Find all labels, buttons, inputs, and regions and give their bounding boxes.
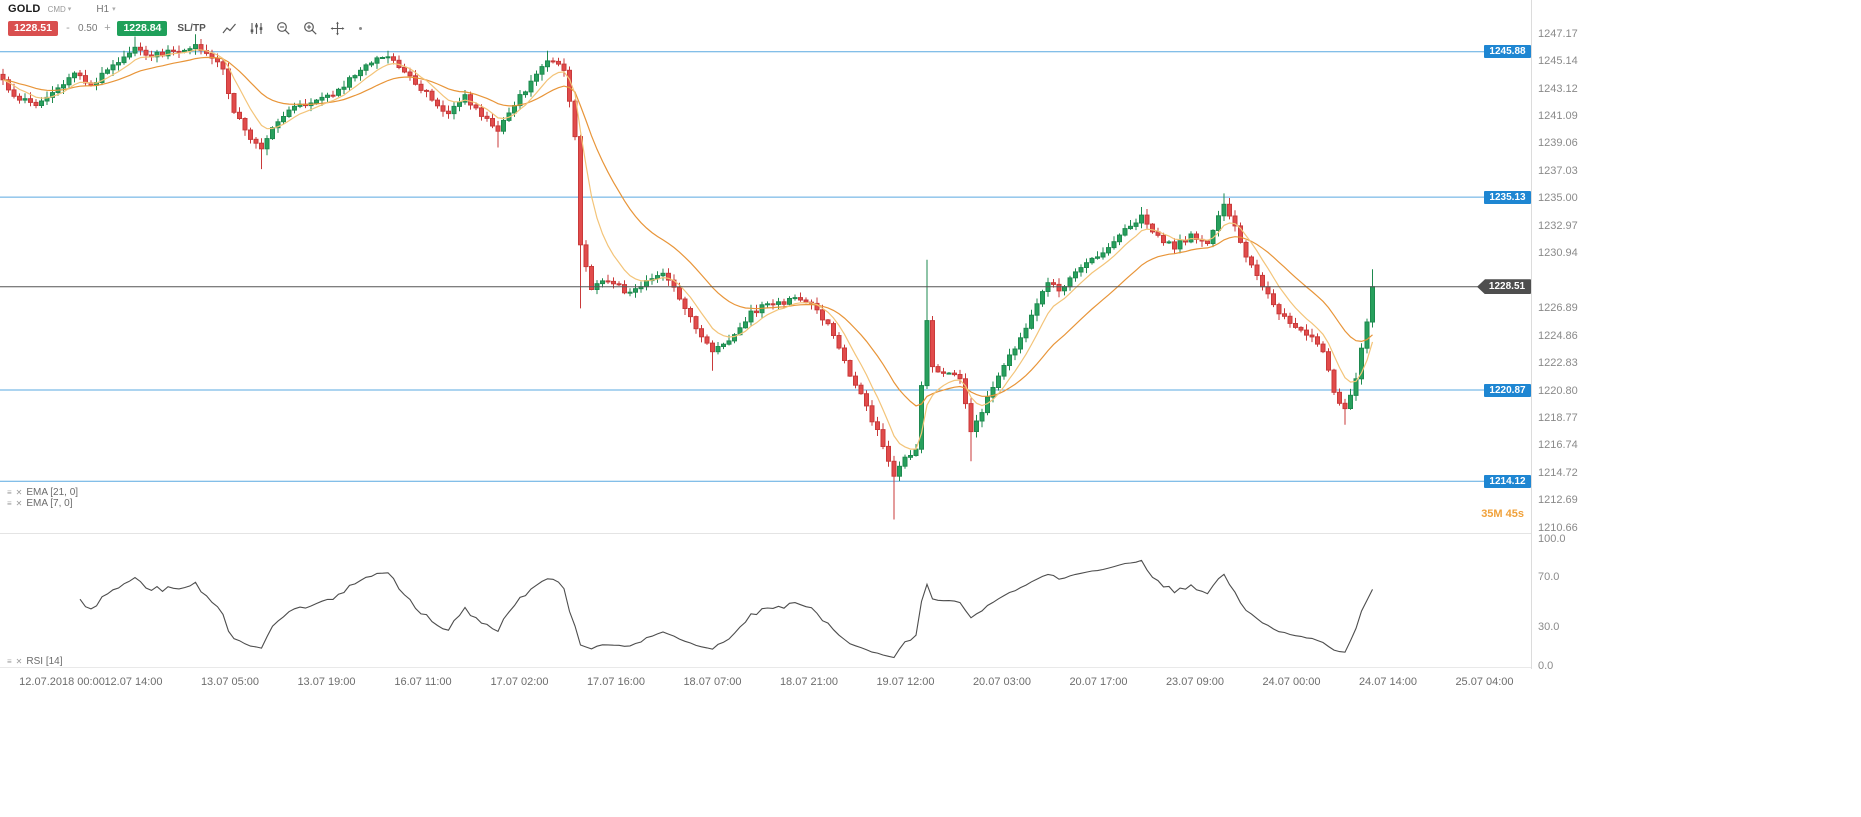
price-axis-label: 1218.77: [1538, 411, 1578, 424]
time-axis-label: 23.07 09:00: [1165, 676, 1225, 688]
time-axis-label: 20.07 03:00: [972, 676, 1032, 688]
time-axis-label: 18.07 21:00: [779, 676, 839, 688]
price-axis-label: 1237.03: [1538, 164, 1578, 177]
ema7-legend: ≡ ✕ EMA [7, 0]: [5, 498, 75, 509]
symbol-row: GOLD CMD ▾ H1 ▾: [8, 2, 362, 16]
zoom-out-icon[interactable]: [276, 21, 291, 36]
time-axis-label: 18.07 07:00: [683, 676, 742, 688]
trade-row: 1228.51 - 0.50 + 1228.84 SL/TP: [8, 20, 362, 36]
price-level-tag[interactable]: 1245.88: [1484, 45, 1531, 59]
time-axis-label: 13.07 19:00: [297, 676, 356, 688]
time-axis-label: 17.07 02:00: [490, 676, 549, 688]
volume-decrease-button[interactable]: -: [66, 22, 70, 34]
rsi-legend: ≡ ✕ RSI [14]: [5, 656, 65, 667]
trend-line-icon[interactable]: [222, 21, 237, 36]
volume-increase-button[interactable]: +: [104, 22, 111, 34]
current-price-tag[interactable]: 1228.51: [1477, 279, 1531, 295]
candle-bodies-up: [22, 44, 1375, 477]
price-axis-label: 1210.66: [1538, 521, 1578, 534]
toolbar-more-dot[interactable]: [358, 26, 362, 30]
instrument-type-label: CMD: [47, 4, 66, 14]
price-axis-label: 1212.69: [1538, 494, 1578, 507]
main-chart[interactable]: [0, 0, 1531, 533]
price-axis-label: 1243.12: [1538, 82, 1578, 95]
time-axis-label: 17.07 16:00: [586, 676, 646, 688]
price-level-tag[interactable]: 1235.13: [1484, 190, 1531, 204]
candle-bodies-down: [0, 44, 1348, 477]
price-axis-label: 1241.09: [1538, 110, 1578, 122]
ema21-legend: ≡ ✕ EMA [21, 0]: [5, 487, 81, 498]
time-axis-label: 12.07.2018 00:00: [19, 676, 105, 688]
instrument-type-dropdown[interactable]: CMD ▾: [48, 5, 72, 14]
price-axis[interactable]: 1247.17 1245.14 1243.12 1241.09 1239.06 1237.…: [1531, 0, 1651, 672]
time-axis-label: 16.07 11:00: [394, 676, 452, 688]
timeframe-dropdown[interactable]: H1 ▾: [96, 4, 115, 15]
candle-wicks-up: [24, 34, 1373, 481]
indicators-icon[interactable]: [249, 21, 264, 36]
price-axis-label: 1224.86: [1538, 329, 1578, 342]
rsi-axis-label: 30.0: [1538, 621, 1560, 634]
rsi-axis-label: 70.0: [1538, 570, 1560, 583]
time-axis-label: 24.07 00:00: [1262, 676, 1321, 688]
indicator-menu-icon[interactable]: ≡: [7, 498, 12, 508]
rsi-panel[interactable]: [0, 533, 1531, 668]
time-axis[interactable]: 12.07.2018 00:00 12.07 14:00 13.07 05:00 13…: [0, 669, 1651, 695]
price-axis-label: 1239.06: [1538, 137, 1578, 150]
indicator-remove-icon[interactable]: ✕: [15, 498, 23, 508]
price-axis-label: 1230.94: [1538, 247, 1578, 260]
price-axis-label: 1214.72: [1538, 466, 1578, 479]
time-axis-label: 12.07 14:00: [104, 676, 163, 688]
chevron-down-icon: ▾: [67, 5, 72, 13]
move-chart-icon[interactable]: [330, 21, 345, 36]
symbol-label: GOLD: [8, 3, 41, 15]
time-axis-label: 20.07 17:00: [1069, 676, 1128, 688]
time-axis-label: 24.07 14:00: [1358, 676, 1418, 688]
zoom-in-icon[interactable]: [303, 21, 318, 36]
rsi-legend-label: RSI [14]: [26, 656, 63, 667]
price-axis-label: 1232.97: [1538, 219, 1578, 232]
ema7-legend-label: EMA [7, 0]: [26, 498, 73, 509]
indicator-remove-icon[interactable]: ✕: [15, 656, 23, 666]
rsi-axis-label: 100.0: [1538, 532, 1566, 545]
timeframe-label: H1: [96, 3, 110, 15]
time-axis-label: 25.07 04:00: [1455, 676, 1514, 688]
chevron-down-icon: ▾: [112, 5, 116, 13]
time-axis-label: 19.07 12:00: [876, 676, 935, 688]
price-axis-label: 1216.74: [1538, 439, 1578, 452]
ema-7-line[interactable]: [2, 49, 1374, 450]
price-axis-label: 1235.00: [1538, 192, 1578, 205]
price-axis-label: 1226.89: [1538, 302, 1578, 315]
price-axis-label: 1222.83: [1538, 357, 1578, 369]
chart-toolbar: GOLD CMD ▾ H1 ▾ 1228.51 - 0.50 + 1228.84…: [8, 2, 362, 36]
sell-button[interactable]: 1228.51: [8, 20, 58, 36]
time-axis-label: 13.07 05:00: [200, 676, 260, 688]
volume-value: 0.50: [77, 22, 98, 34]
price-axis-label: 1245.14: [1538, 55, 1578, 68]
rsi-axis-label: 0.0: [1538, 659, 1554, 672]
buy-button[interactable]: 1228.84: [117, 20, 168, 36]
candle-wicks-down: [2, 39, 1346, 520]
rsi-line: [79, 559, 1373, 659]
indicator-remove-icon[interactable]: ✕: [15, 487, 23, 497]
price-level-tag[interactable]: 1214.12: [1484, 474, 1531, 488]
candle-countdown: 35M 45s: [1481, 508, 1524, 520]
price-level-tag[interactable]: 1220.87: [1484, 383, 1531, 397]
ema21-legend-label: EMA [21, 0]: [26, 487, 79, 498]
price-axis-label: 1247.17: [1538, 27, 1578, 40]
indicator-menu-icon[interactable]: ≡: [7, 656, 12, 666]
ema-21-line[interactable]: [2, 56, 1373, 407]
chart-tools: [222, 21, 362, 36]
indicator-menu-icon[interactable]: ≡: [7, 487, 12, 497]
price-axis-label: 1220.80: [1538, 384, 1578, 397]
sltp-button[interactable]: SL/TP: [177, 22, 206, 34]
